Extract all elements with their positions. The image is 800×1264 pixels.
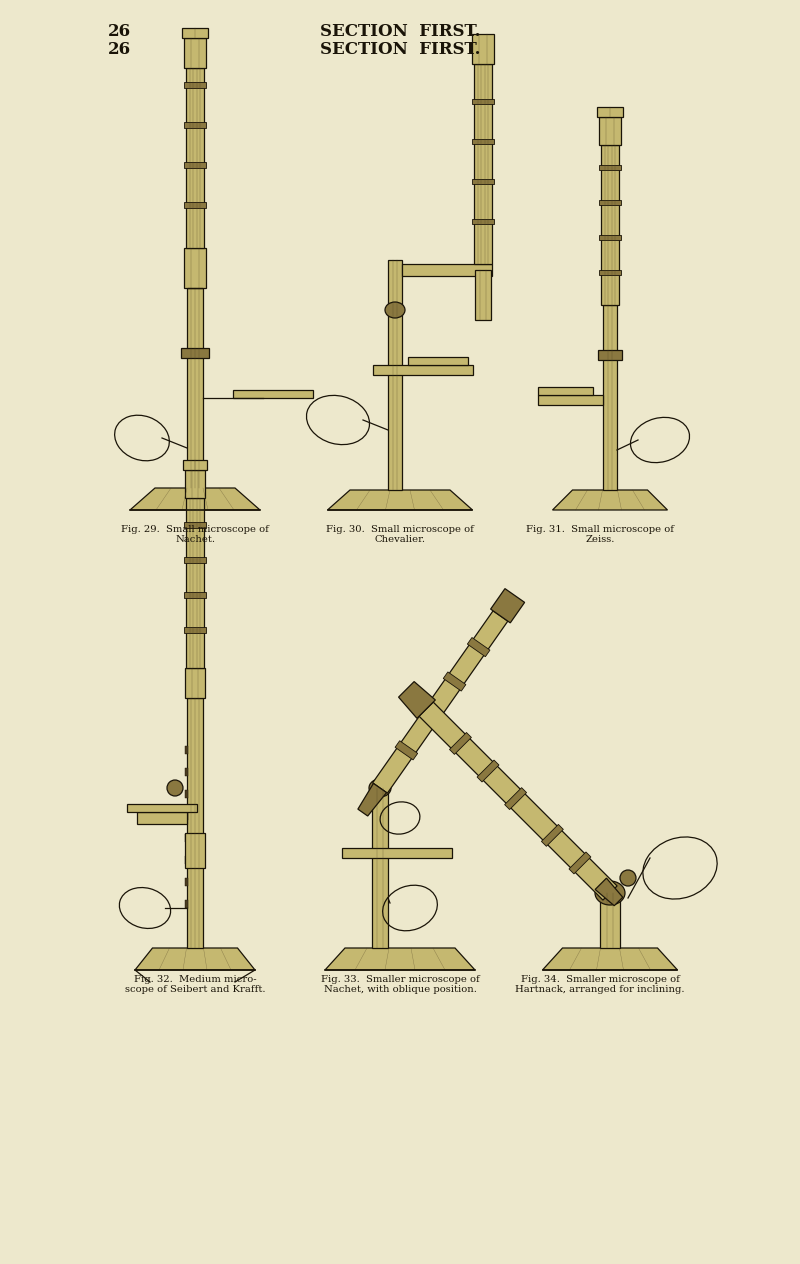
Polygon shape bbox=[553, 490, 667, 509]
Bar bbox=[184, 82, 206, 88]
Bar bbox=[599, 200, 621, 205]
Bar bbox=[185, 790, 188, 798]
Polygon shape bbox=[505, 787, 526, 809]
Ellipse shape bbox=[385, 302, 405, 319]
Polygon shape bbox=[135, 948, 255, 969]
Polygon shape bbox=[398, 681, 435, 718]
Bar bbox=[472, 179, 494, 185]
Bar bbox=[187, 698, 203, 948]
Bar bbox=[185, 856, 188, 865]
Text: Fig. 29.  Small microscope of
Nachet.: Fig. 29. Small microscope of Nachet. bbox=[121, 525, 269, 545]
Bar bbox=[184, 202, 206, 209]
Bar bbox=[182, 28, 208, 38]
Polygon shape bbox=[569, 852, 591, 873]
Bar bbox=[233, 391, 313, 398]
Bar bbox=[186, 498, 204, 667]
Bar bbox=[599, 235, 621, 240]
Polygon shape bbox=[395, 741, 418, 760]
Polygon shape bbox=[443, 672, 466, 691]
Bar bbox=[372, 787, 388, 948]
Bar bbox=[185, 833, 205, 868]
Text: SECTION  FIRST.: SECTION FIRST. bbox=[320, 24, 480, 40]
Bar bbox=[600, 892, 620, 948]
Bar bbox=[472, 139, 494, 144]
Bar bbox=[184, 557, 206, 562]
Bar bbox=[185, 878, 188, 886]
Bar bbox=[599, 270, 621, 276]
Polygon shape bbox=[450, 732, 471, 755]
Polygon shape bbox=[325, 948, 475, 969]
Polygon shape bbox=[419, 702, 617, 900]
Polygon shape bbox=[542, 824, 563, 847]
Bar bbox=[186, 68, 204, 248]
Polygon shape bbox=[542, 948, 678, 969]
Polygon shape bbox=[358, 784, 386, 817]
Bar bbox=[185, 667, 205, 698]
Bar bbox=[599, 166, 621, 169]
Bar bbox=[475, 270, 491, 320]
Bar bbox=[185, 900, 188, 908]
Bar bbox=[137, 811, 187, 824]
Polygon shape bbox=[595, 878, 622, 906]
Text: SECTION  FIRST.: SECTION FIRST. bbox=[320, 40, 480, 57]
Bar bbox=[187, 288, 203, 488]
Ellipse shape bbox=[167, 780, 183, 796]
Bar bbox=[185, 769, 188, 776]
Bar bbox=[601, 145, 619, 305]
Polygon shape bbox=[373, 611, 508, 794]
Bar bbox=[184, 627, 206, 633]
Bar bbox=[184, 592, 206, 598]
Bar bbox=[184, 162, 206, 168]
Bar bbox=[538, 394, 603, 404]
Text: Fig. 30.  Small microscope of
Chevalier.: Fig. 30. Small microscope of Chevalier. bbox=[326, 525, 474, 545]
Ellipse shape bbox=[620, 870, 636, 886]
Bar bbox=[342, 848, 452, 858]
Bar bbox=[184, 38, 206, 68]
Bar bbox=[597, 107, 623, 118]
Ellipse shape bbox=[595, 881, 625, 905]
Bar bbox=[472, 99, 494, 104]
Bar bbox=[185, 470, 205, 498]
Text: Fig. 31.  Small microscope of
Zeiss.: Fig. 31. Small microscope of Zeiss. bbox=[526, 525, 674, 545]
Bar bbox=[181, 348, 209, 358]
Polygon shape bbox=[467, 637, 490, 657]
Polygon shape bbox=[477, 760, 499, 782]
Bar bbox=[127, 804, 197, 811]
Bar bbox=[185, 746, 188, 755]
Bar bbox=[373, 365, 473, 375]
Bar bbox=[598, 350, 622, 360]
Bar bbox=[184, 248, 206, 288]
Polygon shape bbox=[490, 589, 525, 623]
Bar bbox=[185, 811, 188, 820]
Text: 26: 26 bbox=[108, 24, 131, 40]
Bar bbox=[599, 118, 621, 145]
Bar bbox=[185, 834, 188, 842]
Bar bbox=[408, 356, 468, 365]
Text: 26: 26 bbox=[108, 40, 131, 57]
Polygon shape bbox=[327, 490, 473, 509]
Bar bbox=[472, 219, 494, 224]
Bar bbox=[183, 460, 207, 470]
Text: Fig. 33.  Smaller microscope of
Nachet, with oblique position.: Fig. 33. Smaller microscope of Nachet, w… bbox=[321, 975, 479, 995]
Bar bbox=[388, 260, 402, 490]
Bar bbox=[538, 387, 593, 394]
Text: Fig. 32.  Medium micro-
scope of Seibert and Krafft.: Fig. 32. Medium micro- scope of Seibert … bbox=[125, 975, 266, 995]
Bar bbox=[474, 64, 492, 264]
Text: Fig. 34.  Smaller microscope of
Hartnack, arranged for inclining.: Fig. 34. Smaller microscope of Hartnack,… bbox=[515, 975, 685, 995]
Polygon shape bbox=[419, 707, 442, 726]
Bar bbox=[603, 305, 617, 490]
Bar bbox=[184, 522, 206, 528]
Bar bbox=[402, 264, 492, 276]
Bar bbox=[184, 123, 206, 128]
Bar bbox=[472, 34, 494, 64]
Ellipse shape bbox=[369, 779, 391, 798]
Polygon shape bbox=[130, 488, 260, 509]
